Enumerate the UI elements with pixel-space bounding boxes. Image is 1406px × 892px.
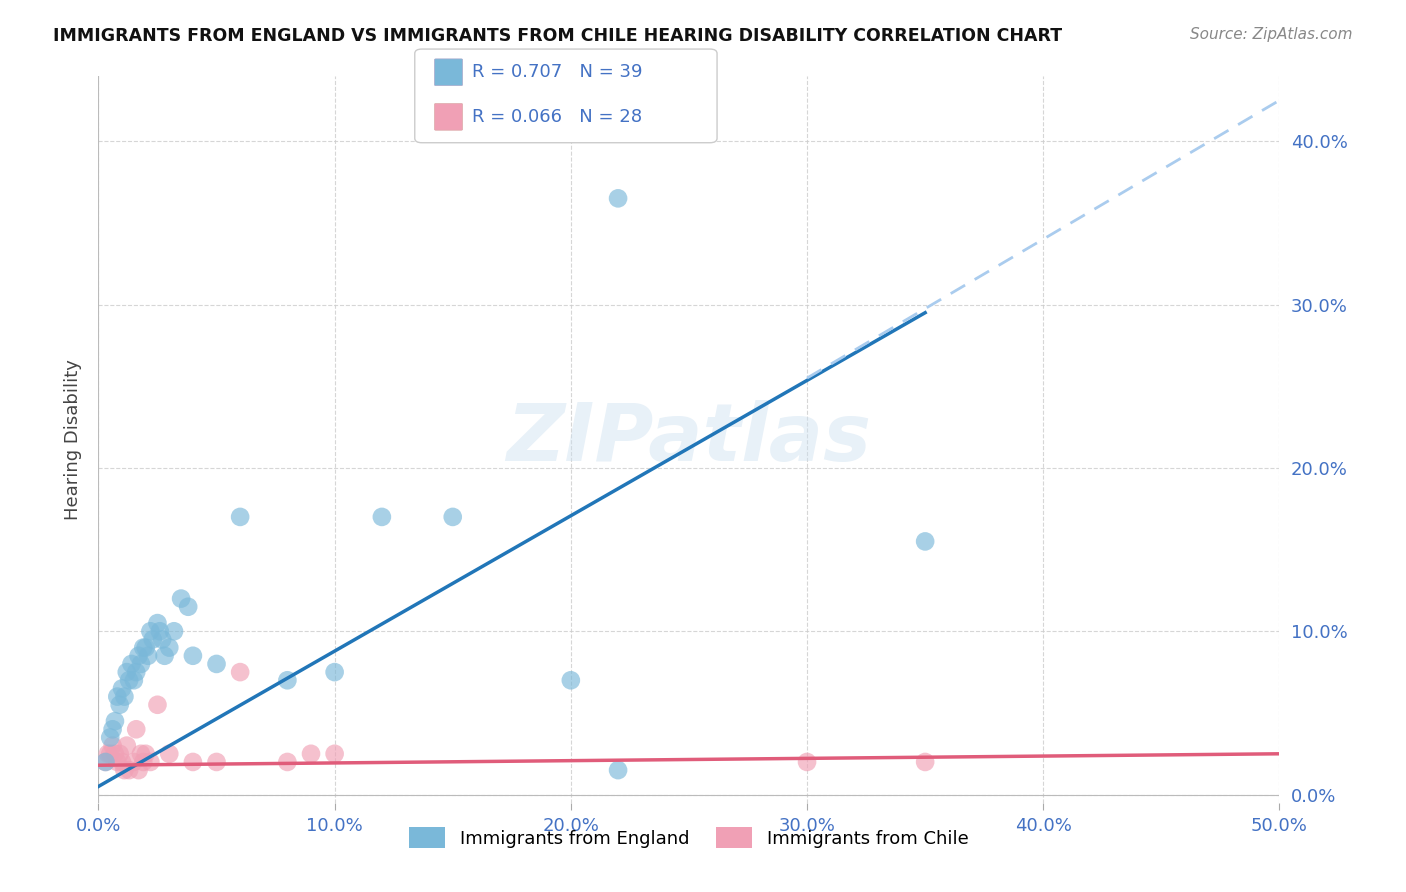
Point xyxy=(163,624,186,639)
Point xyxy=(146,698,169,712)
Point xyxy=(94,755,117,769)
Point xyxy=(132,640,155,655)
Point xyxy=(136,648,159,663)
Legend: Immigrants from England, Immigrants from Chile: Immigrants from England, Immigrants from… xyxy=(402,821,976,855)
Point xyxy=(150,632,173,647)
Point xyxy=(129,747,152,761)
Point xyxy=(101,723,124,737)
Point xyxy=(371,509,394,524)
Point xyxy=(104,714,127,728)
Point xyxy=(122,673,145,688)
Point xyxy=(205,755,228,769)
Text: R = 0.066   N = 28: R = 0.066 N = 28 xyxy=(472,108,643,126)
Point xyxy=(105,755,128,769)
Point xyxy=(276,755,298,769)
Point xyxy=(181,755,204,769)
Point xyxy=(121,657,143,671)
Point xyxy=(128,648,150,663)
Point xyxy=(128,763,150,777)
Point xyxy=(94,755,117,769)
Point xyxy=(181,648,204,663)
Point xyxy=(118,763,141,777)
Point xyxy=(607,191,630,205)
Point xyxy=(607,763,630,777)
Point xyxy=(118,673,141,688)
Point xyxy=(323,747,346,761)
Point xyxy=(112,690,135,704)
Point xyxy=(111,755,134,769)
Point xyxy=(97,747,120,761)
Point xyxy=(105,690,128,704)
Point xyxy=(323,665,346,679)
Point xyxy=(142,632,165,647)
Point xyxy=(115,739,138,753)
Point xyxy=(205,657,228,671)
Point xyxy=(125,665,148,679)
Point xyxy=(98,747,121,761)
Point xyxy=(104,747,127,761)
Point xyxy=(108,747,131,761)
Point xyxy=(560,673,582,688)
Point xyxy=(170,591,193,606)
Point xyxy=(157,640,180,655)
Point xyxy=(146,616,169,631)
Point xyxy=(441,509,464,524)
Point xyxy=(229,509,252,524)
Point xyxy=(112,763,135,777)
Point xyxy=(98,731,121,745)
Text: Source: ZipAtlas.com: Source: ZipAtlas.com xyxy=(1189,27,1353,42)
Point xyxy=(122,755,145,769)
Point xyxy=(139,624,162,639)
Point xyxy=(101,739,124,753)
Point xyxy=(157,747,180,761)
Point xyxy=(796,755,818,769)
Point xyxy=(135,747,157,761)
Point xyxy=(125,723,148,737)
Point xyxy=(115,665,138,679)
Point xyxy=(914,534,936,549)
Point xyxy=(132,755,155,769)
Point xyxy=(153,648,176,663)
Point xyxy=(229,665,252,679)
Point xyxy=(135,640,157,655)
Text: R = 0.707   N = 39: R = 0.707 N = 39 xyxy=(472,63,643,81)
Point xyxy=(299,747,322,761)
Point xyxy=(177,599,200,614)
Point xyxy=(149,624,172,639)
Y-axis label: Hearing Disability: Hearing Disability xyxy=(65,359,83,520)
Point xyxy=(111,681,134,696)
Text: ZIPatlas: ZIPatlas xyxy=(506,401,872,478)
Point xyxy=(914,755,936,769)
Point xyxy=(276,673,298,688)
Point xyxy=(139,755,162,769)
Text: IMMIGRANTS FROM ENGLAND VS IMMIGRANTS FROM CHILE HEARING DISABILITY CORRELATION : IMMIGRANTS FROM ENGLAND VS IMMIGRANTS FR… xyxy=(53,27,1063,45)
Point xyxy=(108,698,131,712)
Point xyxy=(129,657,152,671)
